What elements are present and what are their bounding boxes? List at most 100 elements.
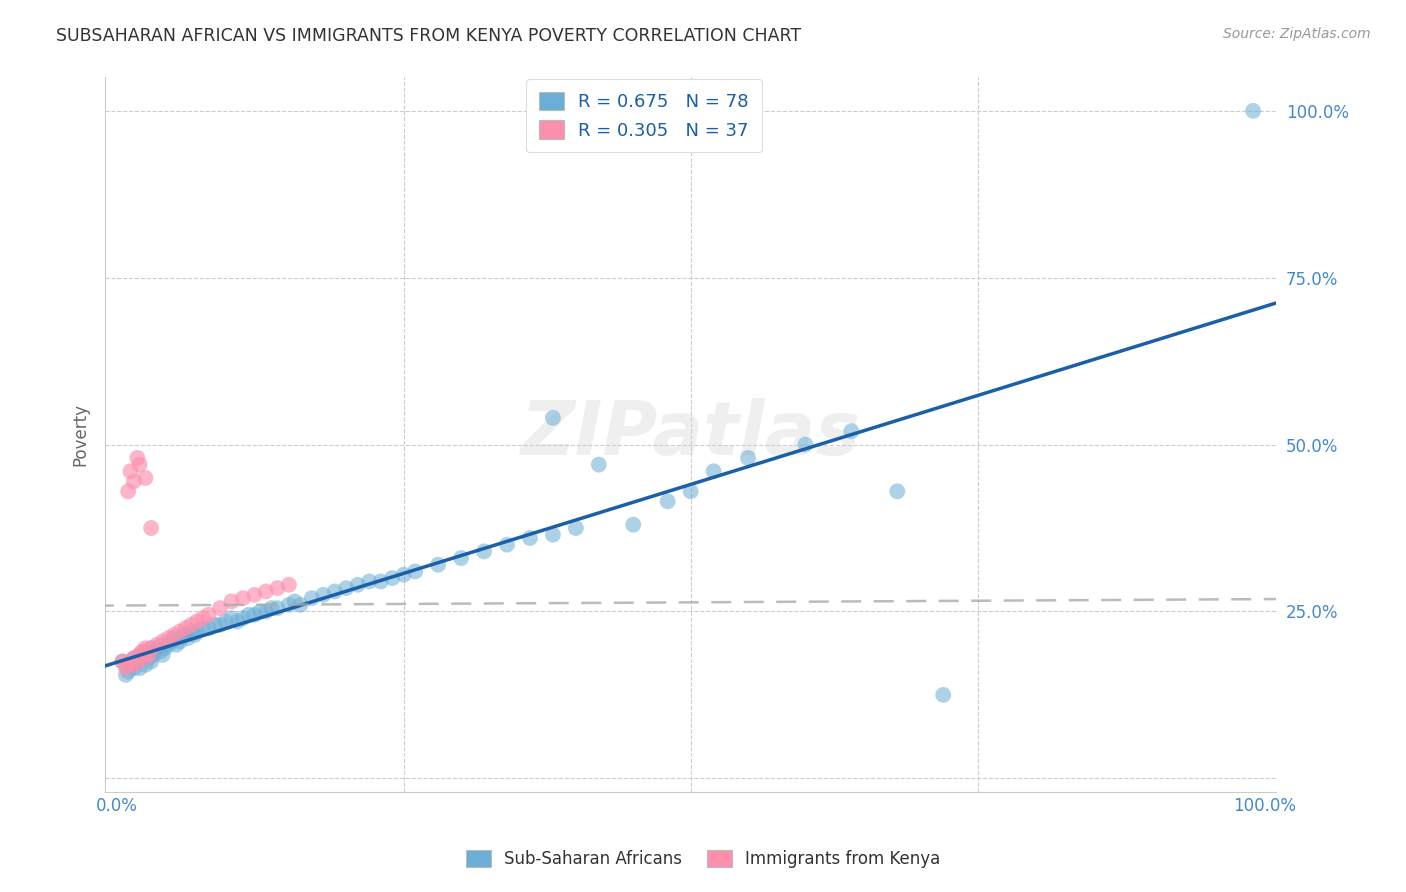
Point: [290, 598, 312, 612]
Point: [131, 644, 153, 658]
Point: [197, 621, 219, 635]
Text: SUBSAHARAN AFRICAN VS IMMIGRANTS FROM KENYA POVERTY CORRELATION CHART: SUBSAHARAN AFRICAN VS IMMIGRANTS FROM KE…: [56, 27, 801, 45]
Point: [184, 628, 207, 642]
Point: [621, 517, 644, 532]
Point: [157, 631, 180, 645]
Point: [139, 641, 162, 656]
Point: [177, 631, 200, 645]
Point: [111, 655, 134, 669]
Point: [266, 581, 288, 595]
Point: [117, 665, 139, 679]
Point: [111, 655, 134, 669]
Point: [381, 571, 404, 585]
Point: [149, 644, 172, 658]
Point: [737, 450, 759, 465]
Point: [404, 565, 426, 579]
Point: [131, 651, 153, 665]
Point: [115, 668, 138, 682]
Text: ZIPatlas: ZIPatlas: [520, 398, 860, 471]
Point: [163, 628, 186, 642]
Point: [120, 655, 142, 669]
Point: [120, 464, 142, 478]
Point: [128, 661, 150, 675]
Point: [519, 531, 541, 545]
Point: [128, 648, 150, 662]
Point: [208, 617, 231, 632]
Point: [588, 458, 610, 472]
Point: [134, 657, 156, 672]
Point: [120, 657, 142, 672]
Point: [232, 591, 254, 606]
Legend: Sub-Saharan Africans, Immigrants from Kenya: Sub-Saharan Africans, Immigrants from Ke…: [458, 843, 948, 875]
Point: [142, 648, 165, 662]
Point: [226, 615, 249, 629]
Point: [541, 410, 564, 425]
Point: [208, 601, 231, 615]
Point: [254, 604, 277, 618]
Point: [284, 594, 307, 608]
Point: [841, 424, 863, 438]
Legend: R = 0.675   N = 78, R = 0.305   N = 37: R = 0.675 N = 78, R = 0.305 N = 37: [526, 79, 762, 153]
Point: [703, 464, 725, 478]
Point: [163, 631, 186, 645]
Text: Source: ZipAtlas.com: Source: ZipAtlas.com: [1223, 27, 1371, 41]
Point: [565, 521, 588, 535]
Point: [138, 648, 160, 662]
Point: [266, 601, 288, 615]
Point: [249, 604, 271, 618]
Point: [260, 601, 283, 615]
Point: [174, 628, 197, 642]
Point: [122, 651, 145, 665]
Point: [127, 450, 149, 465]
Point: [254, 584, 277, 599]
Point: [932, 688, 955, 702]
Point: [186, 624, 208, 639]
Point: [122, 651, 145, 665]
Point: [127, 655, 149, 669]
Point: [243, 588, 266, 602]
Point: [370, 574, 392, 589]
Point: [122, 475, 145, 489]
Point: [221, 594, 243, 608]
Point: [232, 611, 254, 625]
Point: [202, 617, 225, 632]
Point: [134, 651, 156, 665]
Point: [191, 611, 214, 625]
Point: [128, 648, 150, 662]
Point: [312, 588, 335, 602]
Point: [277, 578, 299, 592]
Point: [169, 624, 191, 639]
Y-axis label: Poverty: Poverty: [72, 403, 89, 466]
Point: [215, 615, 238, 629]
Point: [679, 484, 702, 499]
Point: [197, 607, 219, 622]
Point: [169, 634, 191, 648]
Point: [134, 644, 156, 658]
Point: [152, 634, 174, 648]
Point: [794, 437, 817, 451]
Point: [886, 484, 908, 499]
Point: [180, 617, 202, 632]
Point: [174, 621, 197, 635]
Point: [122, 657, 145, 672]
Point: [180, 624, 202, 639]
Point: [323, 584, 346, 599]
Point: [238, 607, 260, 622]
Point: [139, 521, 162, 535]
Point: [139, 641, 162, 656]
Point: [541, 527, 564, 541]
Point: [117, 657, 139, 672]
Point: [472, 544, 495, 558]
Point: [153, 641, 176, 656]
Point: [1241, 103, 1264, 118]
Point: [221, 611, 243, 625]
Point: [301, 591, 323, 606]
Point: [359, 574, 381, 589]
Point: [134, 471, 156, 485]
Point: [392, 567, 415, 582]
Point: [115, 661, 138, 675]
Point: [186, 615, 208, 629]
Point: [146, 638, 169, 652]
Point: [127, 655, 149, 669]
Point: [191, 621, 214, 635]
